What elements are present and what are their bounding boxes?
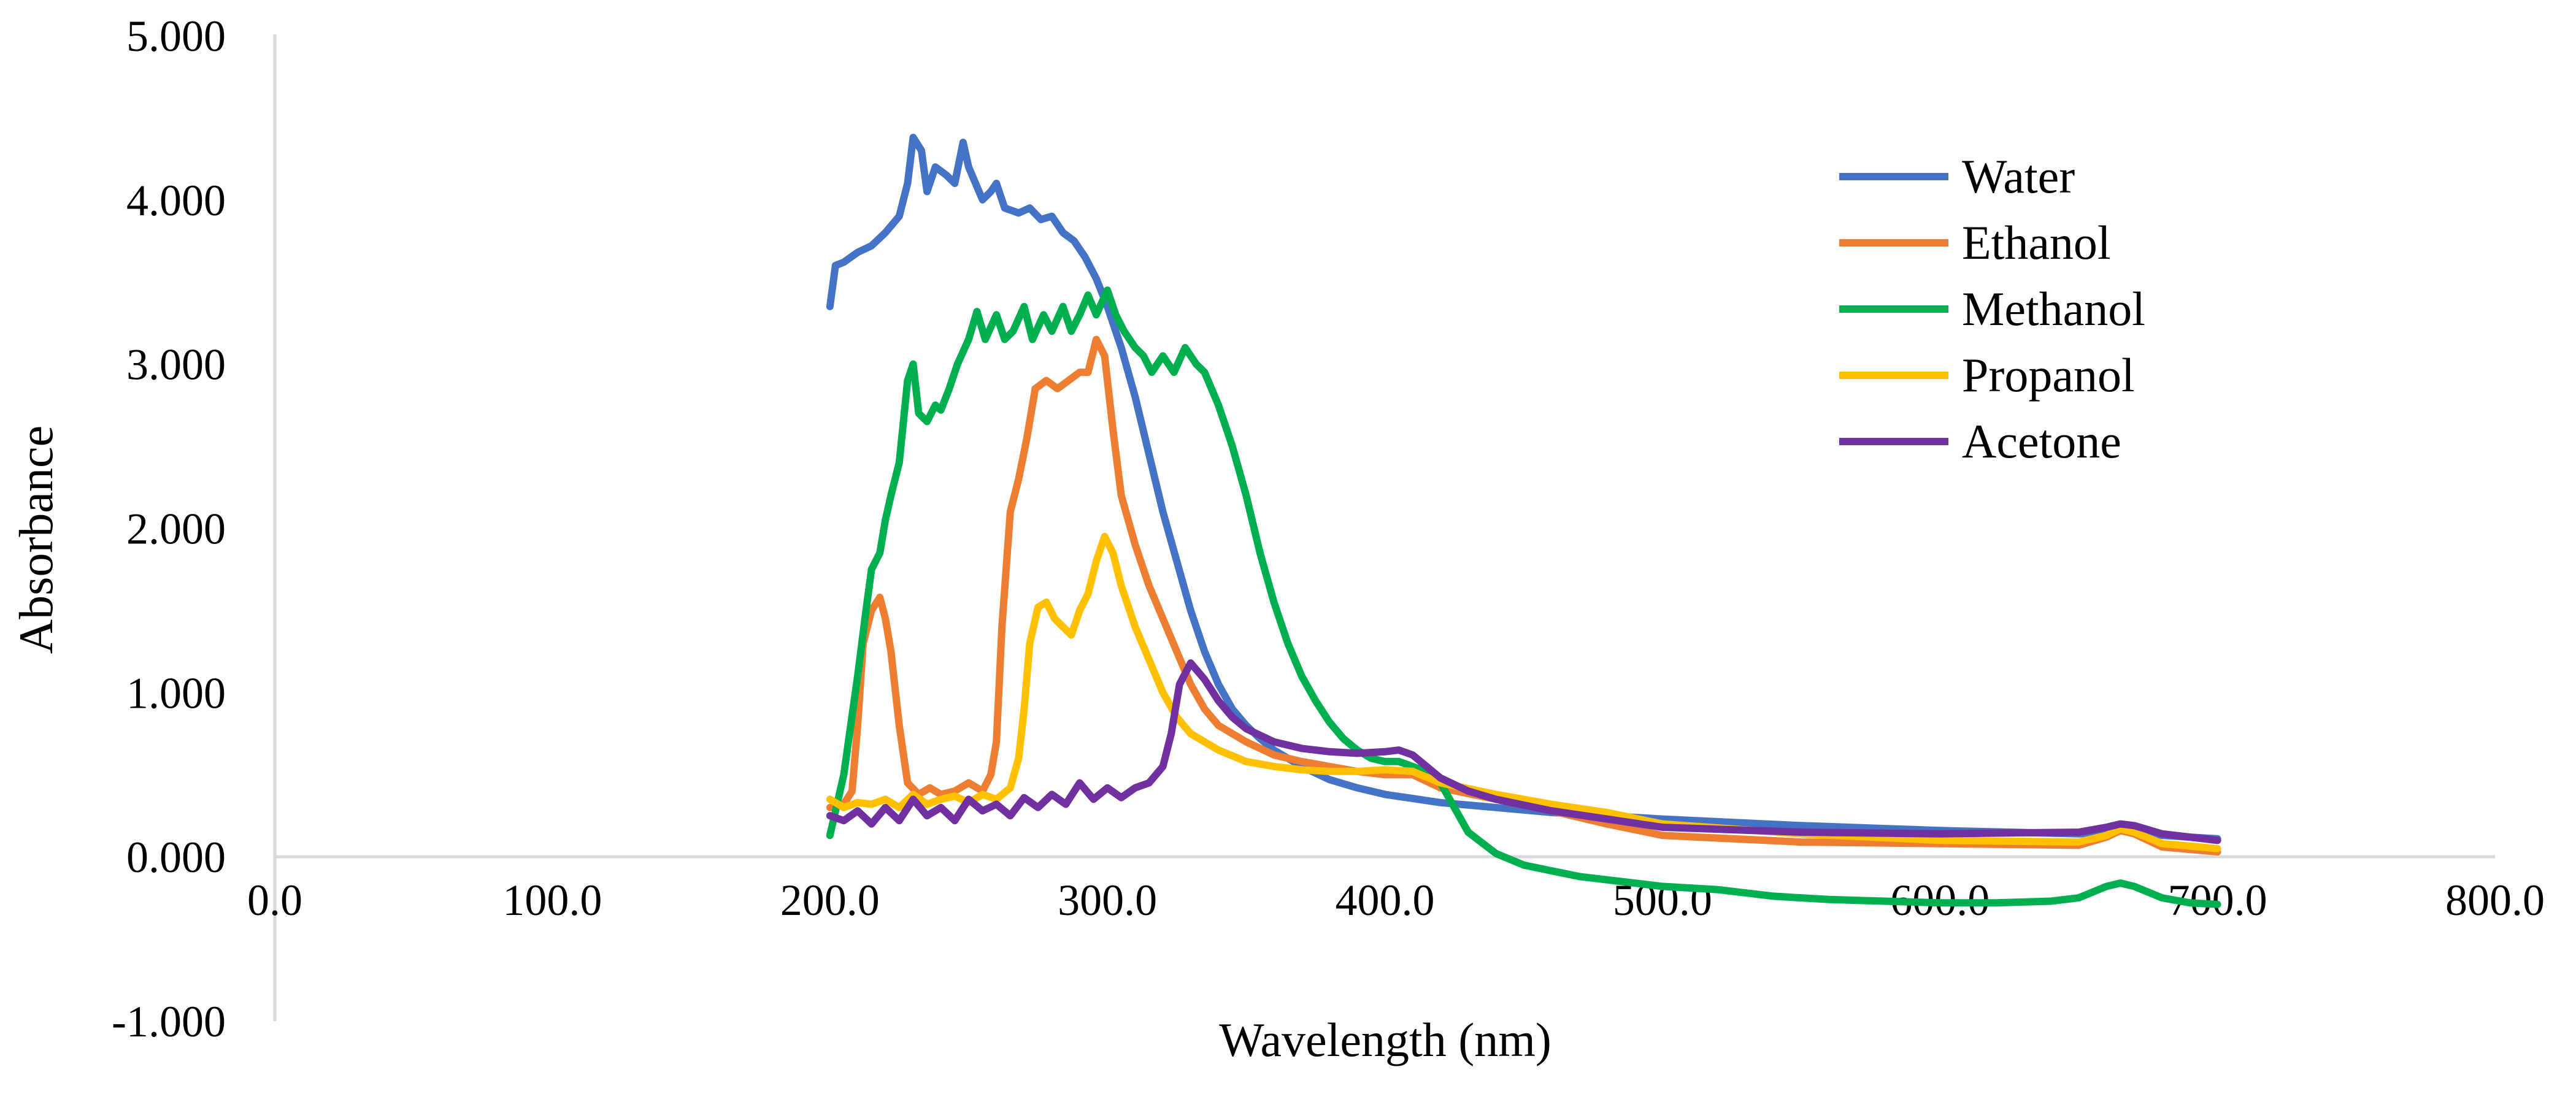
y-axis-title: Absorbance — [9, 426, 63, 654]
y-tick-label: 2.000 — [126, 505, 226, 554]
x-tick-label: 400.0 — [1336, 876, 1435, 925]
axis-titles: Wavelength (nm) Absorbance — [9, 426, 1551, 1066]
x-axis-title: Wavelength (nm) — [1219, 1013, 1551, 1066]
x-tick-label: 800.0 — [2445, 876, 2545, 925]
y-tick-label: 4.000 — [126, 176, 226, 225]
axes — [273, 34, 2495, 1021]
series-line-propanol — [826, 532, 2221, 852]
legend-label-acetone: Acetone — [1962, 415, 2121, 468]
legend: Water Ethanol Methanol Propanol Acetone — [1839, 150, 2145, 468]
series-line-methanol — [826, 286, 2221, 908]
x-tick-label: 300.0 — [1058, 876, 1157, 925]
x-tick-label: 0.0 — [247, 876, 302, 925]
x-tick-label: 200.0 — [780, 876, 880, 925]
tick-labels: 0.0 100.0 200.0 300.0 400.0 500.0 600.0 700.0 80… — [112, 12, 2545, 1046]
y-tick-label: 5.000 — [126, 12, 226, 61]
legend-label-water: Water — [1962, 150, 2075, 203]
y-tick-label: 3.000 — [126, 340, 226, 389]
series-line-acetone — [826, 659, 2221, 844]
y-tick-label: 0.000 — [126, 833, 226, 882]
y-tick-label: 1.000 — [126, 668, 226, 717]
legend-label-ethanol: Ethanol — [1962, 216, 2111, 269]
x-tick-label: 100.0 — [502, 876, 602, 925]
legend-label-propanol: Propanol — [1962, 348, 2135, 402]
legend-label-methanol: Methanol — [1962, 282, 2145, 335]
series-lines — [826, 134, 2221, 908]
y-tick-label: -1.000 — [112, 997, 226, 1046]
